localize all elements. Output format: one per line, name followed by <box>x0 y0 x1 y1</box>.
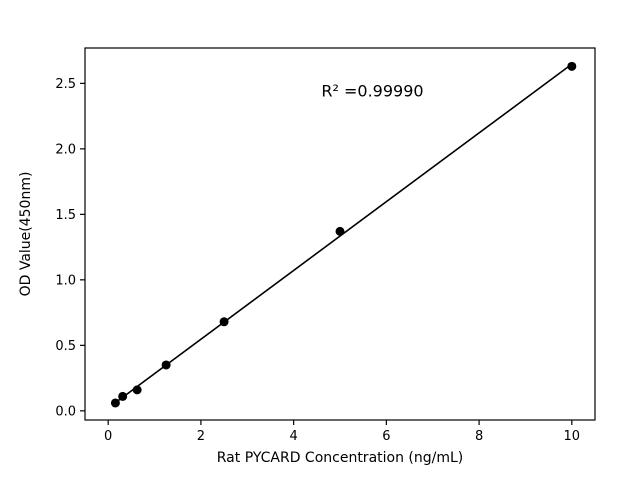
data-point <box>132 385 142 395</box>
data-point <box>335 226 345 236</box>
x-tick-label: 6 <box>382 429 390 444</box>
y-tick-label: 0.0 <box>55 404 76 419</box>
r-squared-label: R² =0.99990 <box>321 81 423 100</box>
x-axis-label: Rat PYCARD Concentration (ng/mL) <box>217 450 464 466</box>
y-tick-label: 1.0 <box>55 273 76 288</box>
data-point <box>161 360 171 370</box>
x-tick-label: 10 <box>564 429 581 444</box>
y-axis-label: OD Value(450nm) <box>18 172 34 297</box>
x-tick-label: 8 <box>475 429 483 444</box>
x-tick-label: 0 <box>104 429 112 444</box>
data-point <box>110 398 120 408</box>
x-tick-label: 2 <box>197 429 205 444</box>
y-tick-label: 0.5 <box>55 339 76 354</box>
data-point <box>118 391 128 401</box>
y-tick-label: 1.5 <box>55 208 76 223</box>
x-tick-label: 4 <box>289 429 297 444</box>
data-point <box>567 61 577 71</box>
y-tick-label: 2.5 <box>55 77 76 92</box>
data-point <box>219 317 229 327</box>
y-tick-label: 2.0 <box>55 142 76 157</box>
